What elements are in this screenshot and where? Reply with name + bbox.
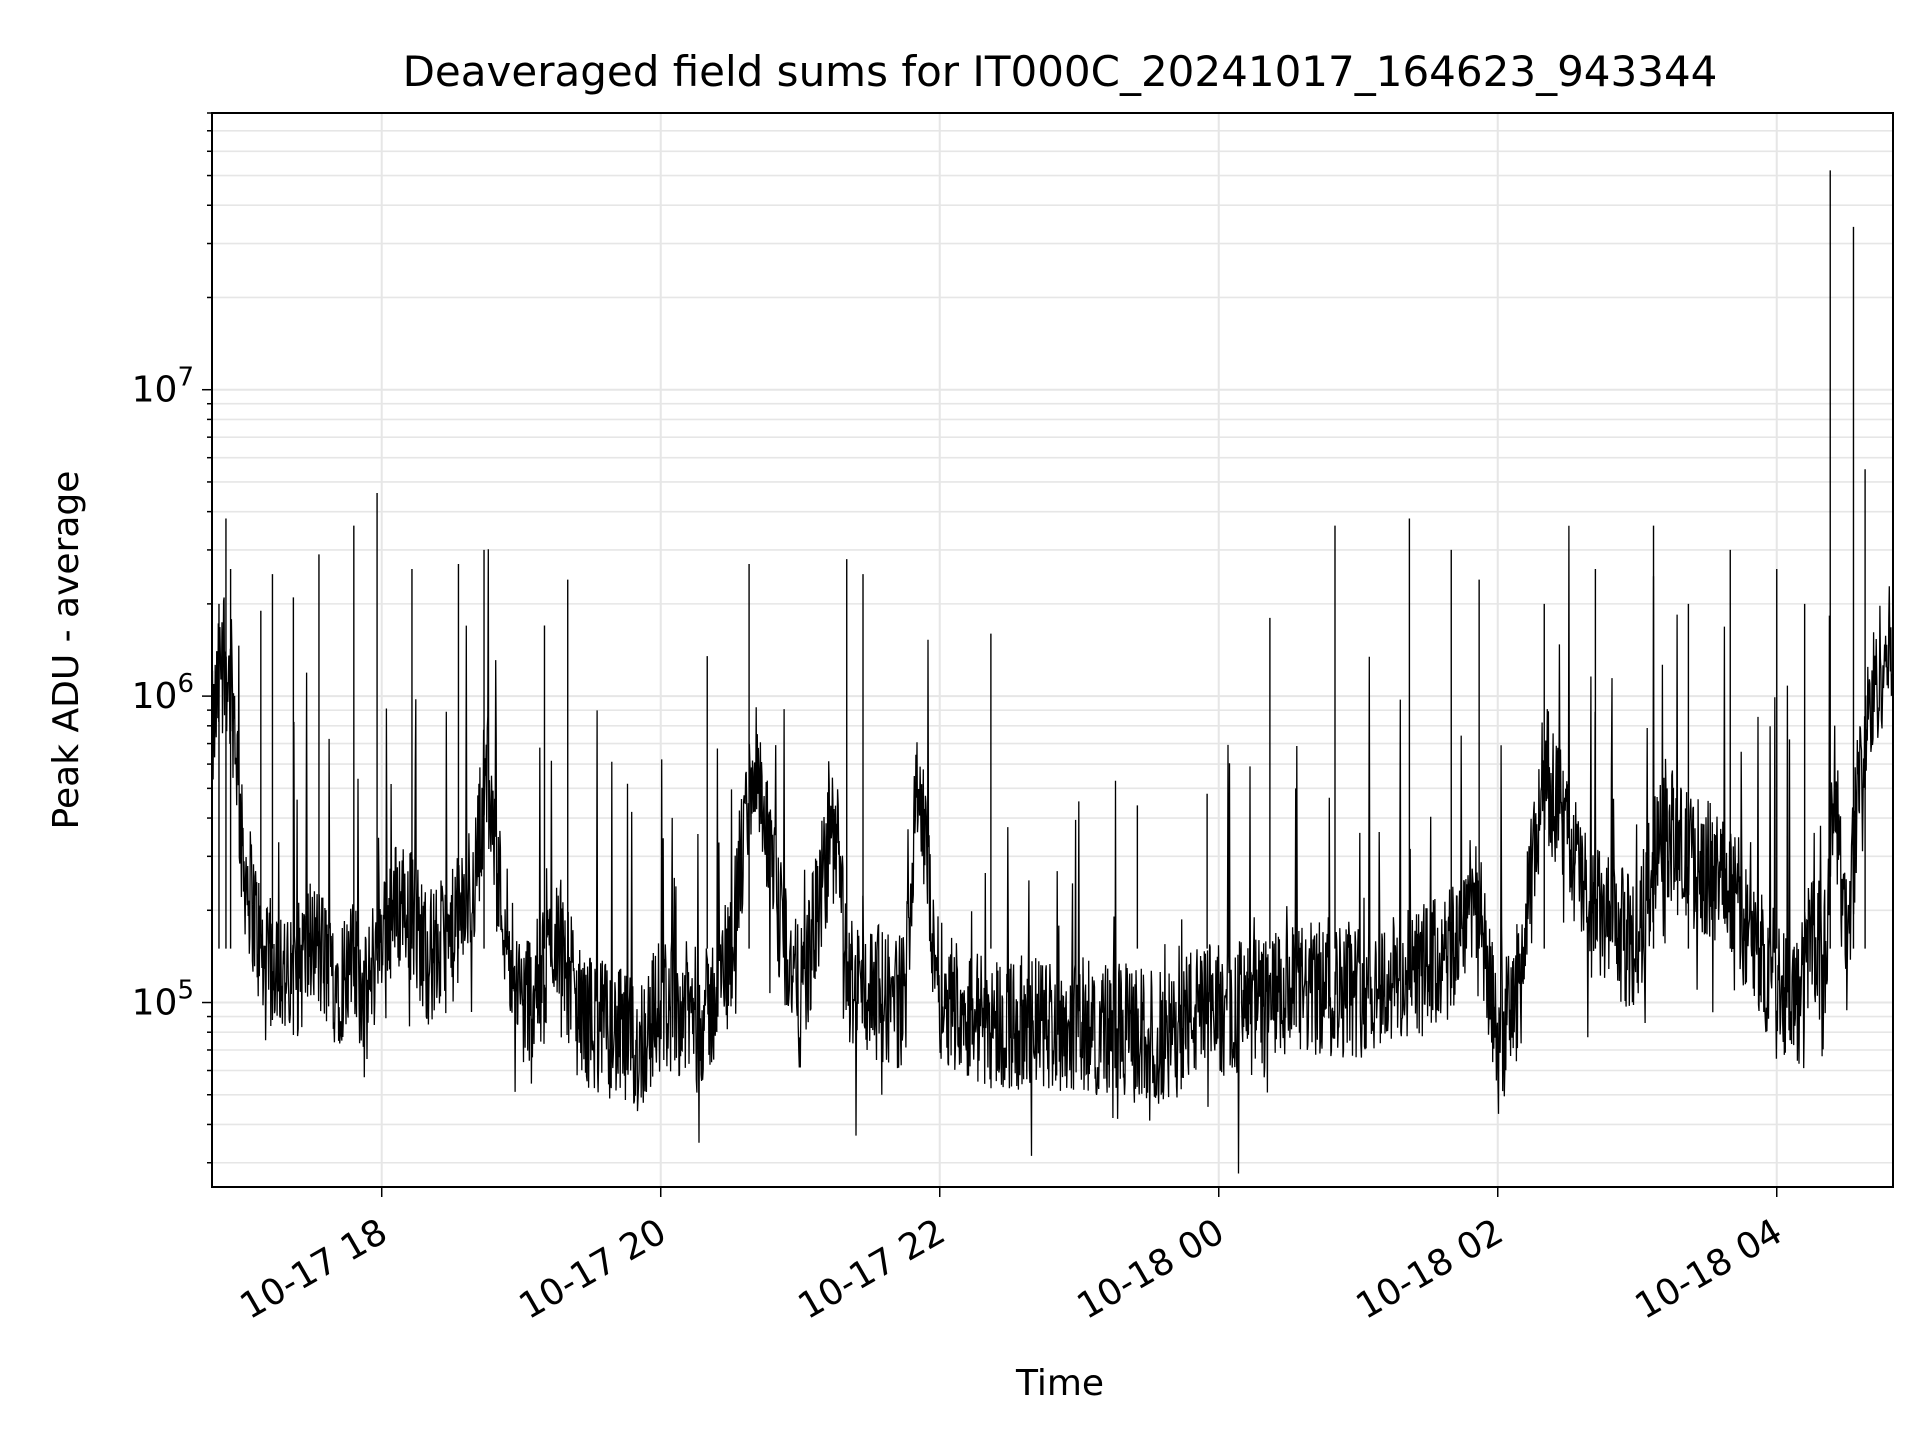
plot-frame	[211, 112, 1894, 1188]
y-tick-label: 106	[132, 669, 194, 717]
x-tick-label: 10-18 02	[1350, 1211, 1511, 1327]
x-tick-label: 10-17 20	[513, 1211, 674, 1327]
y-tick-label: 107	[132, 363, 194, 411]
x-tick-label: 10-18 04	[1629, 1211, 1790, 1327]
series-line	[211, 525, 1894, 1174]
data-series	[211, 170, 1894, 1174]
y-axis-label: Peak ADU - average	[46, 471, 87, 830]
x-tick-label: 10-18 00	[1071, 1211, 1232, 1327]
x-tick-label: 10-17 22	[792, 1211, 953, 1327]
axis-ticks: 105 106 107 10-17 18 10-17 20 10-17 22 10-18 0…	[132, 112, 1790, 1328]
y-tick-label: 105	[132, 976, 194, 1024]
chart-title: Deaveraged field sums for IT000C_2024101…	[403, 47, 1718, 96]
x-axis-label: Time	[1015, 1363, 1104, 1404]
x-tick-label: 10-17 18	[234, 1211, 395, 1327]
